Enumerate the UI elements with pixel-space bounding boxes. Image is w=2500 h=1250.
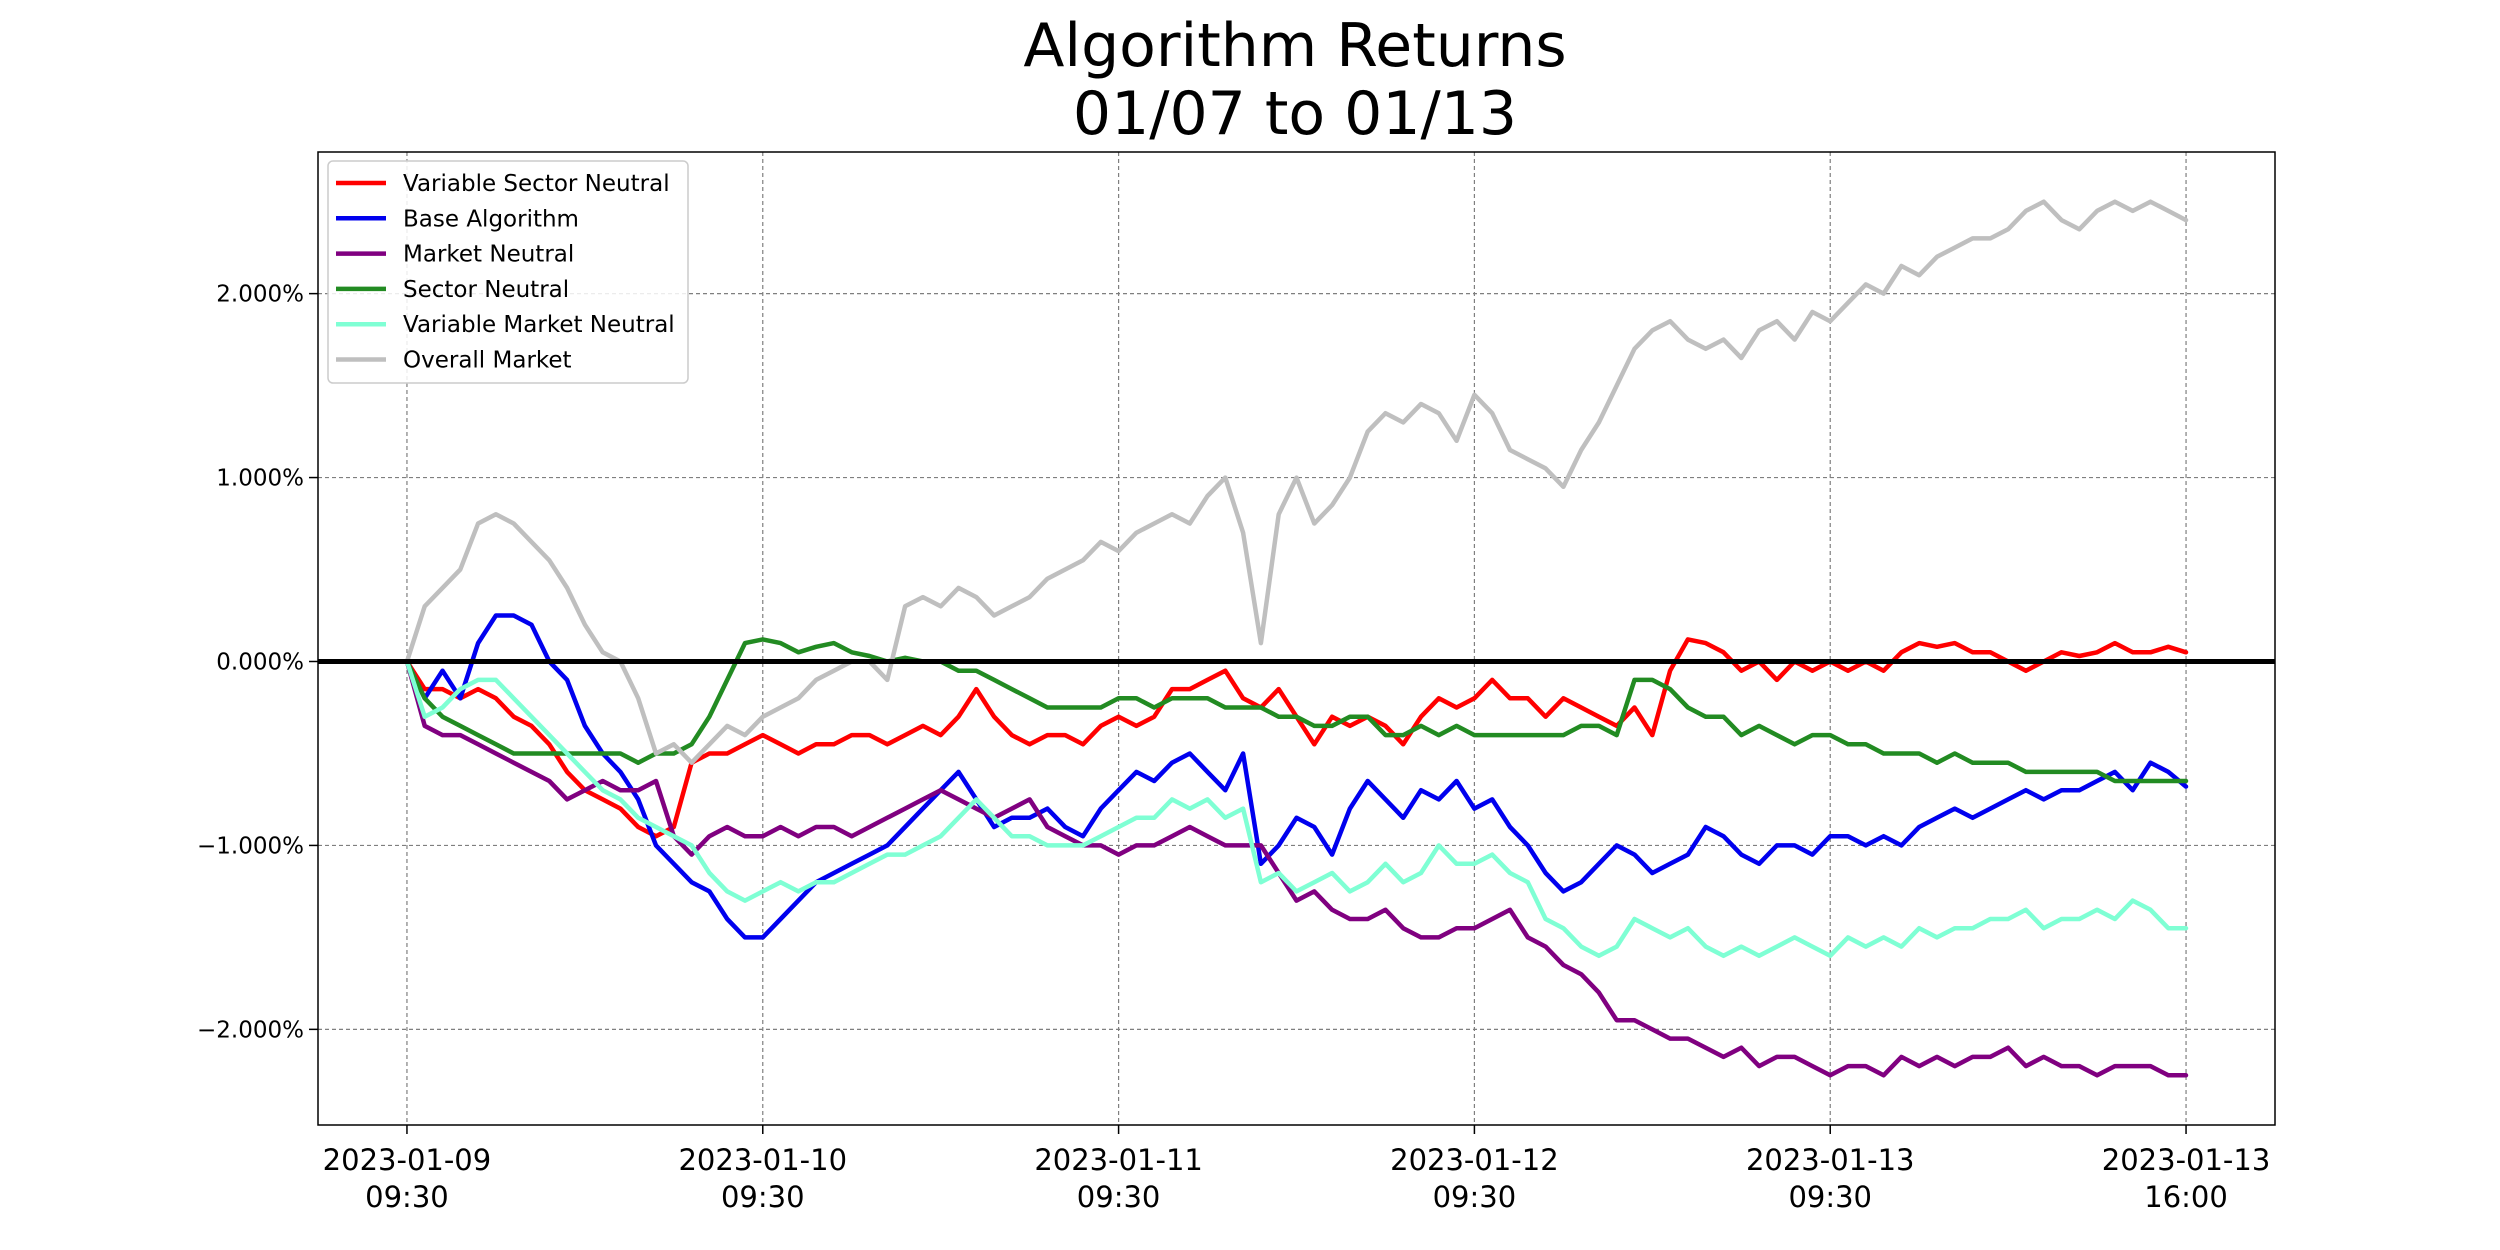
x-tick-label-time: 16:00 [2144, 1180, 2228, 1214]
x-tick-label-time: 09:30 [1433, 1180, 1517, 1214]
series-line-variable-sector-neutral [404, 637, 2189, 839]
series-line-base-algorithm [404, 613, 2189, 940]
legend-label-variable-sector-neutral: Variable Sector Neutral [403, 171, 670, 197]
x-tick-label-time: 09:30 [365, 1180, 449, 1214]
legend-label-sector-neutral: Sector Neutral [403, 277, 569, 303]
legend-box [327, 160, 689, 384]
legend: Variable Sector Neutral Base Algorithm Mar… [327, 160, 689, 384]
x-tick-label-date: 2023-01-09 [323, 1143, 492, 1177]
x-tick-label-time: 09:30 [721, 1180, 805, 1214]
legend-label-overall-market: Overall Market [403, 348, 572, 374]
y-tick-label: 2.000% [216, 282, 304, 308]
plot-frame [317, 151, 2276, 1126]
x-axis-ticks: 2023-01-0909:302023-01-1009:302023-01-11… [323, 1125, 2271, 1214]
y-tick-label: 0.000% [216, 649, 304, 675]
legend-label-variable-market-neutral: Variable Market Neutral [403, 312, 675, 338]
chart-title-line-2: 01/07 to 01/13 [1073, 79, 1517, 149]
series-lines [404, 199, 2189, 1078]
legend-label-base-algorithm: Base Algorithm [403, 206, 579, 232]
series-line-variable-market-neutral [404, 659, 2189, 959]
x-tick-label-date: 2023-01-10 [678, 1143, 847, 1177]
x-tick-label-time: 09:30 [1077, 1180, 1161, 1214]
x-tick-label-date: 2023-01-12 [1390, 1143, 1559, 1177]
legend-label-market-neutral: Market Neutral [403, 242, 574, 268]
y-axis-ticks: −2.000% −1.000% 0.000% 1.000% 2.000% [197, 282, 318, 1043]
x-tick-label-date: 2023-01-13 [1746, 1143, 1915, 1177]
x-tick-label-date: 2023-01-11 [1034, 1143, 1203, 1177]
y-tick-label: 1.000% [216, 466, 304, 492]
y-tick-label: −2.000% [197, 1017, 304, 1043]
series-line-sector-neutral [404, 637, 2189, 784]
x-tick-label-time: 09:30 [1788, 1180, 1872, 1214]
series-line-overall-market [404, 199, 2189, 765]
series-line-market-neutral [404, 659, 2189, 1078]
y-tick-label: −1.000% [197, 833, 304, 859]
x-tick-label-date: 2023-01-13 [2102, 1143, 2271, 1177]
chart-title-line-1: Algorithm Returns [1023, 11, 1566, 81]
